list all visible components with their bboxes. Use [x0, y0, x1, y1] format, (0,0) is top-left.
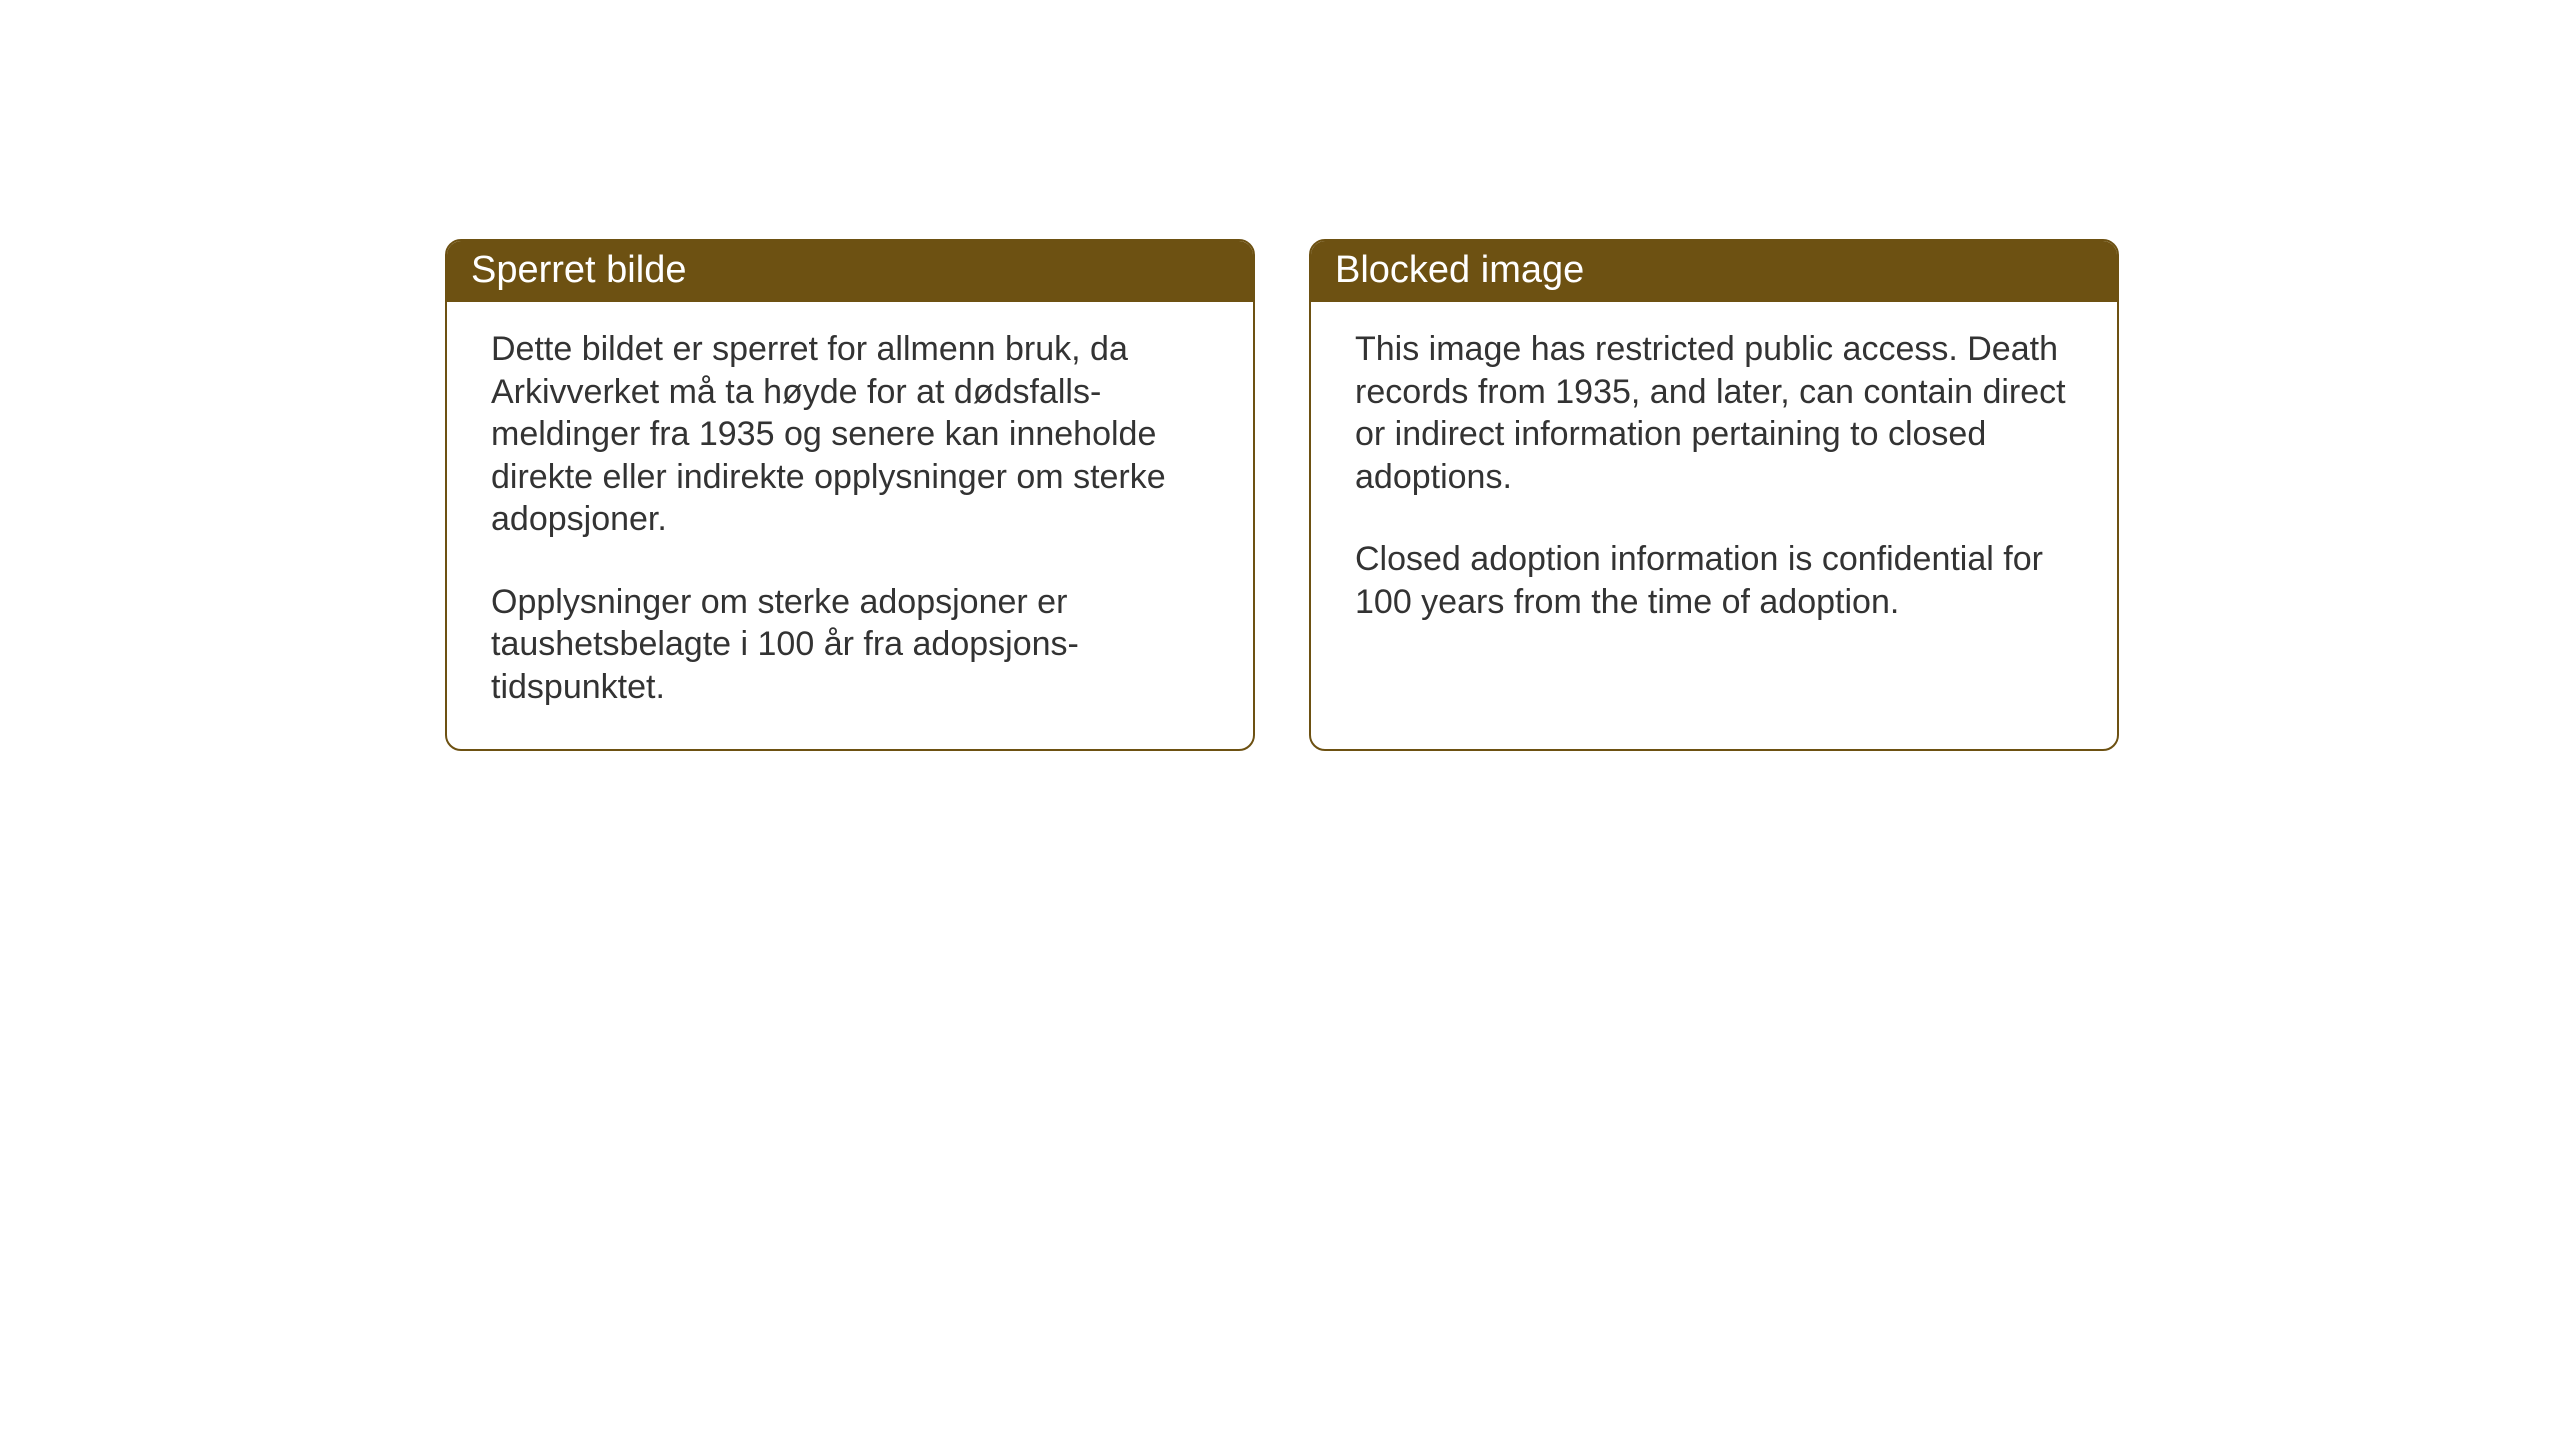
info-box-body-norwegian: Dette bildet er sperret for allmenn bruk… — [447, 302, 1253, 748]
info-paragraph-2-english: Closed adoption information is confident… — [1355, 538, 2073, 623]
info-box-title-english: Blocked image — [1311, 241, 2117, 302]
info-paragraph-2-norwegian: Opplysninger om sterke adopsjoner er tau… — [491, 581, 1209, 709]
info-box-container: Sperret bilde Dette bildet er sperret fo… — [445, 239, 2119, 751]
info-paragraph-1-english: This image has restricted public access.… — [1355, 328, 2073, 498]
info-paragraph-1-norwegian: Dette bildet er sperret for allmenn bruk… — [491, 328, 1209, 541]
info-box-english: Blocked image This image has restricted … — [1309, 239, 2119, 751]
info-box-body-english: This image has restricted public access.… — [1311, 302, 2117, 663]
info-box-title-norwegian: Sperret bilde — [447, 241, 1253, 302]
info-box-norwegian: Sperret bilde Dette bildet er sperret fo… — [445, 239, 1255, 751]
